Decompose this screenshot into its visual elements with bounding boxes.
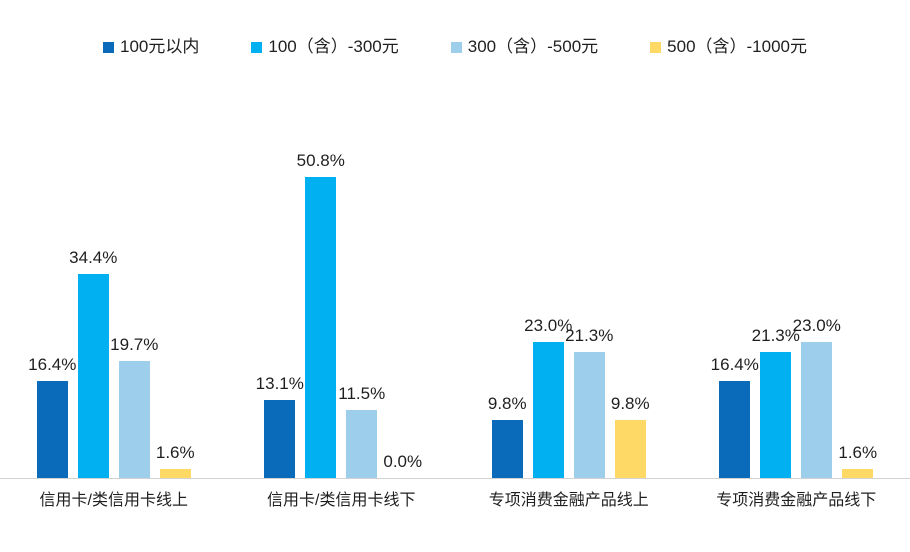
data-label: 9.8% [610,393,650,413]
bar-slot: 9.8% [611,393,650,478]
category-label: 信用卡/类信用卡线下 [267,492,416,509]
legend-swatch-icon [650,41,662,53]
bar-slot: 0.0% [383,451,422,478]
data-label: 19.7% [110,335,159,355]
data-label: 34.4% [69,248,118,267]
bar [346,409,378,478]
legend-item-100-300: 100（含）-300元 [251,35,399,59]
bar [305,176,337,478]
x-axis-line [0,478,910,479]
data-label: 23.0% [792,315,841,335]
legend-label: 500（含）-1000元 [667,37,807,56]
category-label: 专项消费金融产品线上 [488,492,649,509]
bar [36,380,68,478]
bar [159,468,191,478]
legend-swatch-icon [450,41,462,53]
bar [118,361,150,478]
data-label: 9.8% [487,393,527,413]
bar-slot: 9.8% [488,393,527,478]
bar-slot: 19.7% [110,334,158,478]
bar-slot: 23.0% [793,315,841,478]
bar-slot: 23.0% [524,315,572,478]
legend-label: 100（含）-300元 [268,37,399,56]
bar-group: 9.8% 23.0% 21.3% 9.8% [455,98,683,478]
legend-label: 100元以内 [120,37,200,56]
bar-slot: 1.6% [156,442,195,478]
data-label: 50.8% [296,150,345,170]
data-label: 21.3% [565,325,614,345]
category-label: 专项消费金融产品线下 [716,492,877,509]
plot-area: 16.4% 34.4% 19.7% 1.6% 13.1% 50.8% 11.5% 0.0% 9.… [0,98,910,478]
category-labels: 信用卡/类信用卡线上 信用卡/类信用卡线下 专项消费金融产品线上 专项消费金融产品线下 [0,489,910,513]
bar [719,380,751,478]
data-label: 1.6% [155,442,195,462]
bar-slot: 34.4% [69,247,117,478]
legend-swatch-icon [103,41,114,53]
bar-slot: 11.5% [338,383,385,478]
bar [842,468,874,478]
legend-item-500-1000: 500（含）-1000元 [650,35,807,59]
category-label: 信用卡/类信用卡线上 [39,492,188,509]
data-label: 21.3% [751,325,800,345]
data-label: 23.0% [524,315,573,335]
bar [801,341,833,478]
bar-slot: 13.1% [256,373,304,478]
bar [760,351,792,478]
bar-slot: 16.4% [28,354,76,478]
bar [573,351,605,478]
bar-group: 16.4% 21.3% 23.0% 1.6% [683,98,910,478]
data-label: 11.5% [338,383,386,403]
bar-group: 16.4% 34.4% 19.7% 1.6% [0,98,228,478]
bar-slot: 21.3% [565,325,613,478]
legend-swatch-icon [251,41,263,53]
data-label: 16.4% [710,354,759,374]
bar-slot: 21.3% [752,325,800,478]
bar [532,341,564,478]
legend-item-300-500: 300（含）-500元 [450,35,599,59]
bar-slot: 50.8% [297,150,345,478]
bar [614,419,646,478]
data-label: 16.4% [28,354,77,374]
bar [264,400,296,478]
bar [77,274,109,478]
legend-item-under-100: 100元以内 [103,35,199,59]
bar-group: 13.1% 50.8% 11.5% 0.0% [228,98,456,478]
bar-slot: 1.6% [838,442,877,478]
data-label: 0.0% [383,452,423,471]
data-label: 1.6% [838,442,878,462]
bar [491,419,523,478]
legend: 100元以内 100（含）-300元 300（含）-500元 500（含）-10… [0,35,910,59]
bar-slot: 16.4% [711,354,759,478]
data-label: 13.1% [255,374,304,394]
legend-label: 300（含）-500元 [467,37,599,56]
